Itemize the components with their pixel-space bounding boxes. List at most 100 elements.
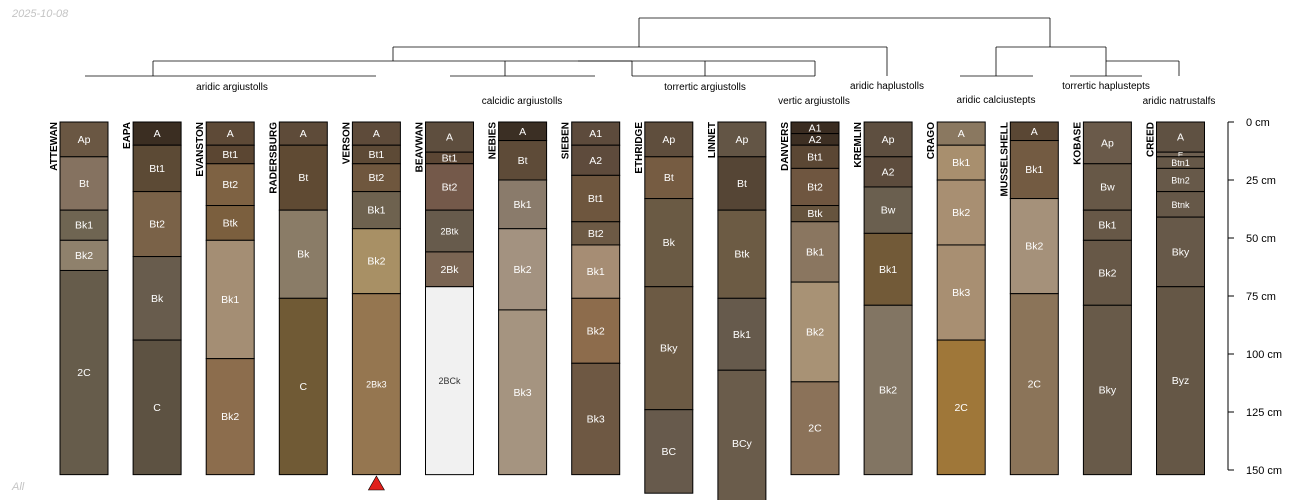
horizon-label: Bk2 <box>367 256 385 268</box>
horizon-box <box>571 244 621 299</box>
horizon-box <box>425 121 474 153</box>
axis-tick-label: 100 cm <box>1246 349 1282 361</box>
horizon-label: Ap <box>662 134 675 146</box>
taxon-label: torrertic argiustolls <box>664 82 746 93</box>
horizon-label: Bky <box>1099 384 1117 396</box>
taxon-label: aridic calciustepts <box>957 95 1036 106</box>
horizon-label: Bt <box>737 178 747 190</box>
horizon-label: Bk <box>297 249 310 261</box>
horizon-label: Bt1 <box>369 149 385 161</box>
profile-radersburg: A Bt Bk C RADERSBURG <box>268 121 328 476</box>
horizon-box <box>132 339 182 476</box>
horizon-box <box>790 381 840 476</box>
profile-name: DANVERS <box>780 122 791 171</box>
horizon-box <box>1082 163 1132 211</box>
profile-verson: A Bt1 Bt2 Bk1 Bk2 2Bk3 VERSON <box>341 121 401 491</box>
horizon-label: Bk1 <box>952 157 970 169</box>
horizon-label: Bk1 <box>806 246 824 258</box>
horizon-box <box>59 121 109 158</box>
horizon-box <box>863 232 913 306</box>
profile-name: ATTEWAN <box>49 122 60 171</box>
horizon-box <box>351 191 401 230</box>
horizon-box <box>717 369 767 500</box>
taxon-label: aridic haplustolls <box>850 81 924 92</box>
horizon-label: A2 <box>882 166 895 178</box>
horizon-label: Bk1 <box>879 264 897 276</box>
profile-name: MUSSELSHELL <box>999 122 1010 196</box>
horizon-box <box>644 121 694 158</box>
horizon-box <box>717 209 767 299</box>
horizon-label: Bk3 <box>514 387 532 399</box>
horizon-box <box>425 209 474 253</box>
horizon-box <box>717 121 767 158</box>
horizon-box <box>351 228 401 295</box>
horizon-label: Byz <box>1172 375 1190 387</box>
profile-beavwan: A Bt1 Bt2 2Btk 2Bk 2BCk BEAVWAN <box>415 121 474 476</box>
profile-sieben: A1 A2 Bt1 Bt2 Bk1 Bk2 Bk3 SIEBEN <box>561 121 621 476</box>
horizon-box <box>717 297 767 371</box>
horizon-label: Bt <box>518 155 528 167</box>
horizon-box <box>936 339 986 476</box>
horizon-label: A2 <box>589 155 602 167</box>
horizon-label: Bt1 <box>149 163 165 175</box>
profile-eapa: A Bt1 Bt2 Bk C EAPA <box>122 121 182 476</box>
profile-name: SIEBEN <box>561 122 572 159</box>
horizon-box <box>132 256 182 341</box>
horizon-label: Bt2 <box>149 219 165 231</box>
taxon-label: calcidic argiustolls <box>482 96 563 107</box>
horizon-label: Bk2 <box>879 384 897 396</box>
horizon-box <box>278 297 328 476</box>
horizon-label: Bt <box>664 172 674 184</box>
horizon-box <box>425 251 474 288</box>
horizon-label: Bky <box>660 343 678 355</box>
profile-nebies: A Bt Bk1 Bk2 Bk3 NEBIES <box>488 121 548 476</box>
horizon-label: Bw <box>1100 181 1115 193</box>
horizon-label: BCy <box>732 438 753 450</box>
horizon-label: Bk1 <box>514 199 532 211</box>
horizon-label: Bky <box>1172 246 1190 258</box>
horizon-box <box>644 409 694 494</box>
horizon-box <box>351 293 401 476</box>
horizon-label: Bt1 <box>807 151 823 163</box>
horizon-label: A2 <box>809 134 822 146</box>
horizon-label: Bk2 <box>952 207 970 219</box>
profile-ethridge: Ap Bt Bk Bky BC ETHRIDGE <box>634 121 694 494</box>
horizon-box <box>1009 293 1059 476</box>
horizon-label: Bt1 <box>588 193 604 205</box>
horizon-box <box>863 121 913 158</box>
horizon-box <box>278 209 328 299</box>
taxon-label: aridic natrustalfs <box>1143 96 1216 107</box>
horizon-box <box>425 286 474 476</box>
profile-name: VERSON <box>341 122 352 164</box>
horizon-label: Ap <box>1101 137 1114 149</box>
horizon-box <box>1009 140 1059 200</box>
warning-triangle-icon <box>367 475 385 491</box>
axis-tick-label: 125 cm <box>1246 407 1282 419</box>
horizon-label: Bk1 <box>75 220 93 232</box>
horizon-label: Btn1 <box>1171 158 1190 168</box>
horizon-label: A <box>1177 132 1184 144</box>
horizon-box <box>1082 304 1132 476</box>
horizon-label: Bk <box>663 237 676 249</box>
horizon-label: C <box>300 381 308 393</box>
horizon-label: Bt1 <box>442 152 458 164</box>
horizon-label: Btn2 <box>1171 176 1190 186</box>
horizon-label: A <box>373 128 380 140</box>
horizon-label: A <box>300 128 307 140</box>
axis-tick-label: 25 cm <box>1246 175 1276 187</box>
horizon-label: Btk <box>734 249 750 261</box>
profile-name: ETHRIDGE <box>634 122 645 174</box>
horizon-box <box>717 156 767 211</box>
horizon-box <box>59 209 109 241</box>
horizon-box <box>1082 121 1132 165</box>
horizon-label: Bt1 <box>222 149 238 161</box>
horizon-label: Ap <box>735 134 748 146</box>
horizon-label: Btk <box>223 217 239 229</box>
footer-label: All <box>12 481 25 493</box>
horizon-label: A <box>1031 126 1038 138</box>
profile-name: LINNET <box>707 122 718 158</box>
horizon-label: Bt2 <box>442 181 458 193</box>
horizon-label: 2C <box>77 367 91 379</box>
horizon-box <box>790 281 840 383</box>
axis-tick-label: 50 cm <box>1246 233 1276 245</box>
